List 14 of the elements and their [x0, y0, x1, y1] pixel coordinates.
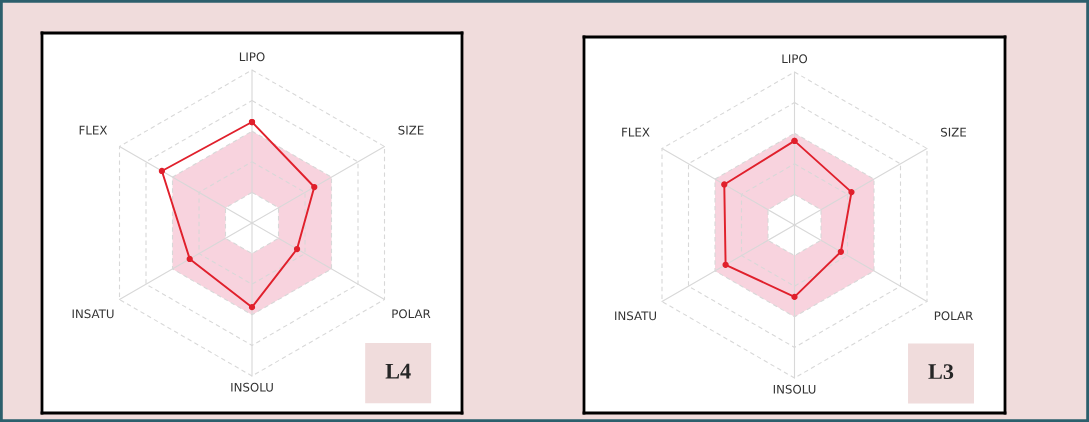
spoke-label: INSOLU — [231, 382, 273, 392]
spoke-label: INSATU — [615, 311, 656, 321]
spoke-label: SIZE — [398, 125, 424, 135]
spoke-label: LIPO — [782, 54, 808, 64]
spoke-label: FLEX — [79, 125, 108, 135]
spoke-label: FLEX — [622, 127, 650, 137]
spoke-label: POLAR — [392, 309, 431, 319]
text: L4 — [385, 363, 411, 379]
spoke-label: POLAR — [934, 311, 973, 321]
spoke-label: SIZE — [941, 127, 967, 137]
text: L3 — [928, 364, 954, 380]
spoke-label: LIPO — [239, 52, 265, 62]
spoke-label: INSOLU — [773, 384, 816, 394]
spoke-label: INSATU — [72, 309, 114, 319]
